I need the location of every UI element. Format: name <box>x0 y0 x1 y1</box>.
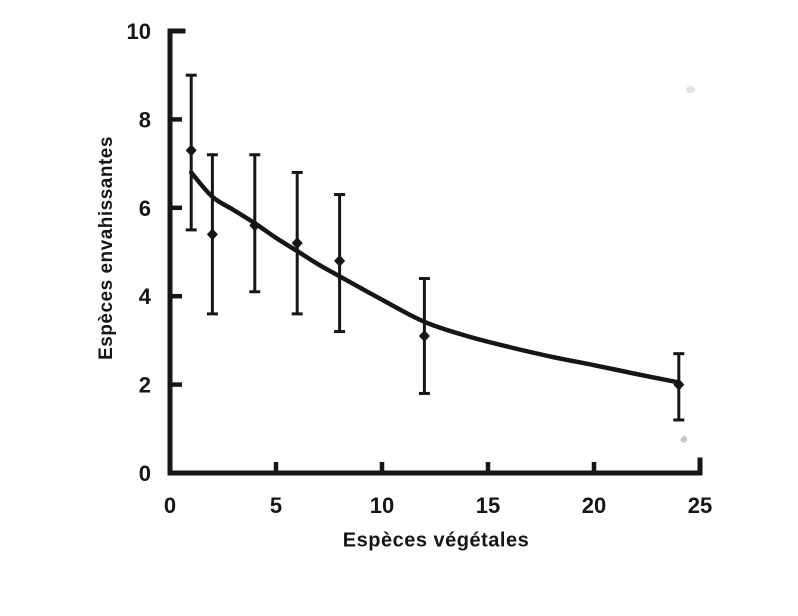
x-axis <box>167 457 703 476</box>
scan-artifact <box>686 86 695 93</box>
x-tick-labels: 0 5 10 15 20 25 <box>164 493 712 518</box>
y-axis-title: Espèces envahissantes <box>96 136 117 360</box>
x-tick-label: 20 <box>582 493 606 518</box>
data-point-marker <box>185 144 197 157</box>
y-tick-label: 0 <box>139 461 151 486</box>
fit-curve <box>188 170 682 385</box>
y-tick-label: 10 <box>127 19 151 44</box>
y-axis <box>167 28 186 476</box>
y-tick-label: 6 <box>139 196 151 221</box>
data-point-marker <box>249 219 261 232</box>
x-tick-label: 15 <box>476 493 500 518</box>
y-tick-label: 8 <box>139 107 151 132</box>
axes <box>167 28 703 476</box>
x-tick-label: 10 <box>370 493 394 518</box>
data-points <box>185 144 685 391</box>
data-point-marker <box>673 378 685 391</box>
x-tick-label: 5 <box>270 493 282 518</box>
x-tick-label: 0 <box>164 493 176 518</box>
x-axis-title: Espèces végétales <box>342 529 530 552</box>
y-tick-labels: 0 2 4 6 8 10 <box>127 19 152 486</box>
data-point-marker <box>418 329 430 342</box>
x-tick-label: 25 <box>688 493 712 518</box>
y-tick-label: 2 <box>139 373 151 398</box>
fit-curve-path <box>188 170 682 385</box>
data-point-marker <box>291 237 303 250</box>
data-point-marker <box>334 254 346 267</box>
y-tick-label: 4 <box>139 284 152 309</box>
data-point-marker <box>206 228 218 241</box>
